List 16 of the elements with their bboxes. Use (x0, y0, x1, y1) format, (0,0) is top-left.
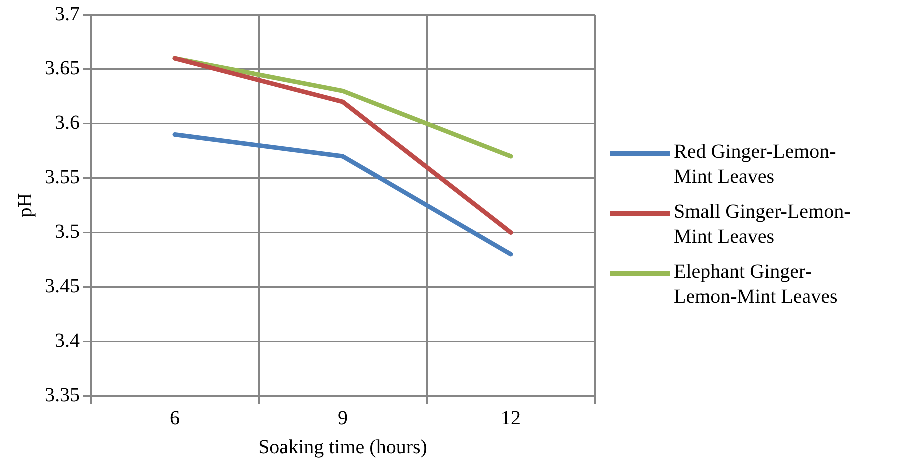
y-tick-label: 3.65 (45, 58, 80, 80)
y-axis-title: pH (14, 193, 36, 218)
legend-label: Elephant Ginger-Lemon-Mint Leaves (674, 260, 839, 310)
x-tick-label: 12 (501, 407, 521, 430)
y-tick-label: 3.5 (55, 220, 80, 243)
y-tick-label: 3.35 (45, 384, 80, 406)
y-tick-label: 3.7 (55, 3, 80, 26)
legend-label: Red Ginger-Lemon-Mint Leaves (674, 140, 838, 190)
y-tick-label: 3.55 (45, 166, 80, 189)
y-tick-label: 3.6 (55, 112, 80, 134)
y-tick-label: 3.45 (45, 275, 80, 298)
legend-label: Small Ginger-Lemon-Mint Leaves (674, 200, 852, 250)
x-tick-label: 9 (338, 407, 348, 430)
x-tick-label: 6 (170, 407, 180, 430)
y-tick-label: 3.4 (55, 330, 80, 352)
x-axis-title: Soaking time (hours) (258, 436, 428, 458)
